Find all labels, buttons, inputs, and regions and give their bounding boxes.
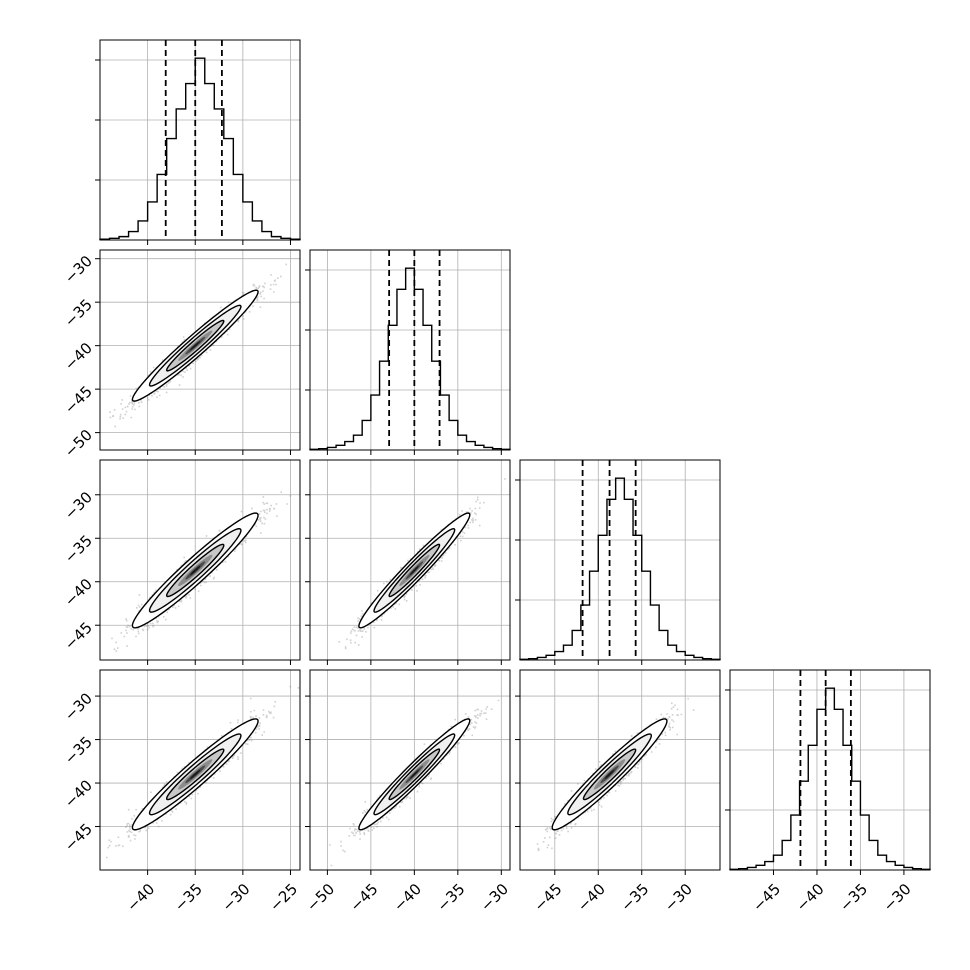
scatter-panel-1-3: −30 −35 −40 −45: [61, 459, 301, 665]
scatter-panel-1-4: −30 −35 −40 −45 −40 −35 −30 −25: [61, 669, 301, 915]
scatter-panel-1-2: −30 −35 −40 −45 −50: [61, 249, 301, 461]
x-tick-label: −35: [617, 880, 652, 915]
y-tick-label: −40: [61, 339, 96, 374]
histogram-steps: [309, 267, 511, 451]
histogram-steps: [729, 687, 931, 871]
panel-frame: [99, 459, 301, 661]
histogram-panel-2: [305, 249, 511, 455]
x-tick-label: −25: [266, 880, 301, 915]
y-tick-label: −50: [61, 426, 96, 461]
x-tick-label: −30: [477, 880, 512, 915]
x-tick-label: −35: [433, 880, 468, 915]
scatter-panel-2-4: −50 −45 −40 −35 −30: [303, 669, 512, 915]
scatter-panel-2-3: [305, 459, 511, 665]
y-tick-label: −45: [61, 820, 96, 855]
y-tick-label: −30: [61, 689, 96, 724]
y-tick-label: −40: [61, 776, 96, 811]
x-tick-label: −40: [793, 880, 828, 915]
x-tick-label: −45: [749, 880, 784, 915]
density-contour-6: [190, 565, 201, 576]
panel-frame: [729, 669, 931, 871]
panel-frame: [99, 669, 301, 871]
x-tick-label: −30: [218, 880, 253, 915]
x-tick-label: −40: [390, 880, 425, 915]
histogram-steps: [519, 477, 721, 661]
histogram-panel-4: −45 −40 −35 −30: [725, 669, 931, 915]
x-tick-label: −45: [347, 880, 382, 915]
scatter-panel-3-4: −45 −40 −35 −30: [515, 669, 721, 915]
density-contour-6: [409, 769, 419, 779]
x-tick-label: −40: [123, 880, 158, 915]
y-tick-label: −45: [61, 382, 96, 417]
x-tick-label: −35: [836, 880, 871, 915]
density-contour-6: [409, 565, 419, 576]
density-contour-6: [190, 769, 201, 779]
x-tick-label: −30: [880, 880, 915, 915]
x-tick-label: −30: [661, 880, 696, 915]
y-tick-label: −35: [61, 532, 96, 567]
y-tick-label: −35: [61, 733, 96, 768]
x-tick-label: −50: [303, 880, 338, 915]
x-tick-label: −45: [530, 880, 565, 915]
panel-frame: [99, 39, 301, 241]
panel-frame: [519, 459, 721, 661]
panel-frame: [309, 249, 511, 451]
histogram-panel-1: [95, 39, 301, 245]
y-tick-label: −30: [61, 488, 96, 523]
histogram-steps: [99, 57, 301, 240]
y-tick-label: −30: [61, 252, 96, 287]
panel-frame: [99, 249, 301, 451]
panel-frame: [309, 459, 511, 661]
panel-frame: [519, 669, 721, 871]
y-tick-label: −45: [61, 618, 96, 653]
panel-frame: [309, 669, 511, 871]
y-tick-label: −40: [61, 575, 96, 610]
x-tick-label: −35: [171, 880, 206, 915]
histogram-panel-3: [515, 459, 721, 665]
y-tick-label: −35: [61, 295, 96, 330]
x-tick-label: −40: [574, 880, 609, 915]
density-contour-6: [190, 341, 201, 351]
density-contour-6: [604, 769, 615, 779]
